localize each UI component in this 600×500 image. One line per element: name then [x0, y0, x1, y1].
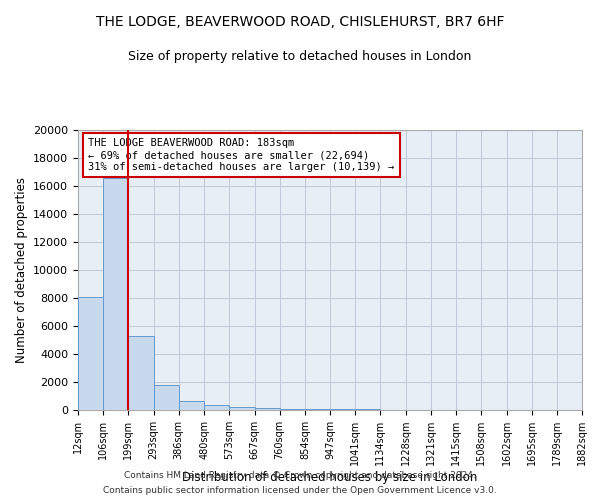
- Y-axis label: Number of detached properties: Number of detached properties: [14, 177, 28, 363]
- Bar: [280, 408, 305, 410]
- Text: Contains public sector information licensed under the Open Government Licence v3: Contains public sector information licen…: [103, 486, 497, 495]
- Text: THE LODGE BEAVERWOOD ROAD: 183sqm
← 69% of detached houses are smaller (22,694)
: THE LODGE BEAVERWOOD ROAD: 183sqm ← 69% …: [88, 138, 394, 172]
- X-axis label: Distribution of detached houses by size in London: Distribution of detached houses by size …: [182, 471, 478, 484]
- Text: Contains HM Land Registry data © Crown copyright and database right 2024.: Contains HM Land Registry data © Crown c…: [124, 471, 476, 480]
- Bar: [330, 409, 355, 410]
- Text: THE LODGE, BEAVERWOOD ROAD, CHISLEHURST, BR7 6HF: THE LODGE, BEAVERWOOD ROAD, CHISLEHURST,…: [96, 15, 504, 29]
- Bar: [154, 385, 179, 410]
- Bar: [179, 401, 204, 410]
- Text: Size of property relative to detached houses in London: Size of property relative to detached ho…: [128, 50, 472, 63]
- Bar: [103, 178, 128, 410]
- Bar: [229, 407, 254, 410]
- Bar: [78, 296, 103, 410]
- Bar: [128, 336, 154, 410]
- Bar: [305, 409, 330, 410]
- Bar: [254, 408, 280, 410]
- Bar: [204, 405, 229, 410]
